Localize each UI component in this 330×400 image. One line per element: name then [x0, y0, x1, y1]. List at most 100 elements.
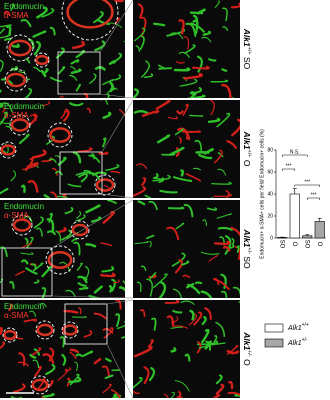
sma-signal	[136, 163, 148, 169]
endomucin-signal	[104, 374, 114, 380]
micrograph	[133, 0, 240, 98]
sma-signal	[183, 36, 190, 50]
endomucin-signal	[33, 216, 44, 229]
endomucin-signal	[156, 134, 171, 144]
sma-signal	[212, 393, 221, 398]
endomucin-signal	[200, 251, 220, 255]
endomucin-signal	[172, 288, 183, 298]
endomucin-signal	[75, 214, 86, 222]
endomucin-signal	[55, 47, 65, 59]
endomucin-signal	[187, 94, 206, 98]
endomucin-signal	[11, 43, 20, 48]
endomucin-signal	[193, 167, 201, 171]
endomucin-signal	[25, 267, 38, 275]
vessel	[0, 144, 16, 156]
bar	[302, 235, 313, 239]
endomucin-signal	[32, 262, 44, 272]
endomucin-signal	[69, 373, 80, 386]
endomucin-signal	[4, 143, 9, 154]
endomucin-signal	[36, 6, 48, 19]
stain-label-red: α-SMA	[4, 211, 29, 220]
endomucin-signal	[187, 283, 201, 295]
endomucin-signal	[39, 302, 47, 308]
endomucin-signal	[32, 30, 47, 38]
y-axis-label: Endomucin+ α-SMA+ cells per field/ Endom…	[259, 129, 265, 259]
endomucin-signal	[215, 374, 223, 385]
endomucin-signal	[33, 66, 41, 73]
stain-label-red: α-SMA	[4, 111, 29, 120]
endomucin-signal	[32, 359, 40, 369]
endomucin-signal	[72, 151, 82, 164]
row-label: Alk1+/+ SO	[242, 28, 252, 70]
endomucin-signal	[231, 237, 235, 246]
endomucin-signal	[148, 200, 158, 211]
endomucin-signal	[43, 68, 49, 75]
row-label: Alk1+/- SO	[242, 228, 252, 269]
endomucin-signal	[71, 316, 87, 318]
sma-signal	[183, 72, 204, 80]
x-tick-label: SO	[279, 240, 285, 249]
sma-signal	[193, 311, 203, 326]
micrograph-content	[134, 200, 240, 298]
endomucin-signal	[109, 22, 122, 28]
endomucin-signal	[95, 171, 107, 175]
sma-signal	[225, 189, 230, 198]
genotype: +/+	[246, 150, 252, 158]
vessel	[8, 39, 32, 57]
sma-signal	[141, 110, 160, 117]
condition: SO	[242, 256, 252, 269]
endomucin-signal	[158, 281, 167, 298]
significance-bracket	[282, 168, 295, 171]
endomucin-signal	[109, 81, 114, 93]
sma-signal	[222, 245, 231, 252]
endomucin-signal	[0, 35, 9, 39]
endomucin-signal	[137, 200, 146, 206]
endomucin-signal	[111, 52, 123, 64]
endomucin-signal	[204, 340, 212, 350]
endomucin-signal	[85, 243, 97, 248]
sma-signal	[0, 341, 6, 349]
endomucin-signal	[144, 194, 152, 198]
sma-signal	[214, 240, 231, 245]
endomucin-signal	[55, 230, 62, 243]
sma-signal	[230, 2, 240, 9]
stain-label-green: Endomucin	[4, 202, 44, 211]
vessel	[36, 323, 54, 337]
endomucin-signal	[42, 392, 55, 398]
sma-signal	[118, 109, 125, 117]
endomucin-signal	[41, 265, 52, 278]
endomucin-signal	[33, 279, 40, 284]
endomucin-signal	[115, 313, 121, 328]
sma-signal	[226, 349, 240, 355]
sma-signal	[102, 383, 112, 394]
endomucin-signal	[40, 69, 47, 78]
condition: O	[242, 160, 252, 167]
inset-box	[1, 247, 53, 297]
sma-signal	[78, 307, 82, 315]
endomucin-signal	[20, 252, 34, 255]
endomucin-signal	[121, 336, 125, 339]
endomucin-signal	[24, 87, 33, 98]
endomucin-signal	[59, 261, 71, 273]
genotype: +/-	[302, 337, 308, 343]
endomucin-signal	[107, 88, 116, 94]
endomucin-signal	[102, 137, 107, 148]
endomucin-signal	[134, 27, 146, 42]
endomucin-signal	[46, 230, 56, 236]
stain-label-green: Endomucin	[4, 302, 44, 311]
sma-signal	[56, 226, 67, 234]
inset-box	[59, 151, 103, 195]
endomucin-signal	[76, 262, 83, 271]
sma-signal	[69, 348, 80, 354]
endomucin-signal	[61, 229, 72, 241]
sma-signal	[234, 246, 240, 260]
endomucin-signal	[146, 234, 155, 240]
endomucin-signal	[148, 367, 156, 382]
gene: Alk1	[242, 331, 252, 350]
micrograph-content	[0, 300, 125, 398]
sma-signal	[209, 100, 215, 116]
sma-signal	[230, 226, 240, 237]
endomucin-signal	[6, 25, 12, 37]
vessel-outline	[2, 327, 18, 343]
